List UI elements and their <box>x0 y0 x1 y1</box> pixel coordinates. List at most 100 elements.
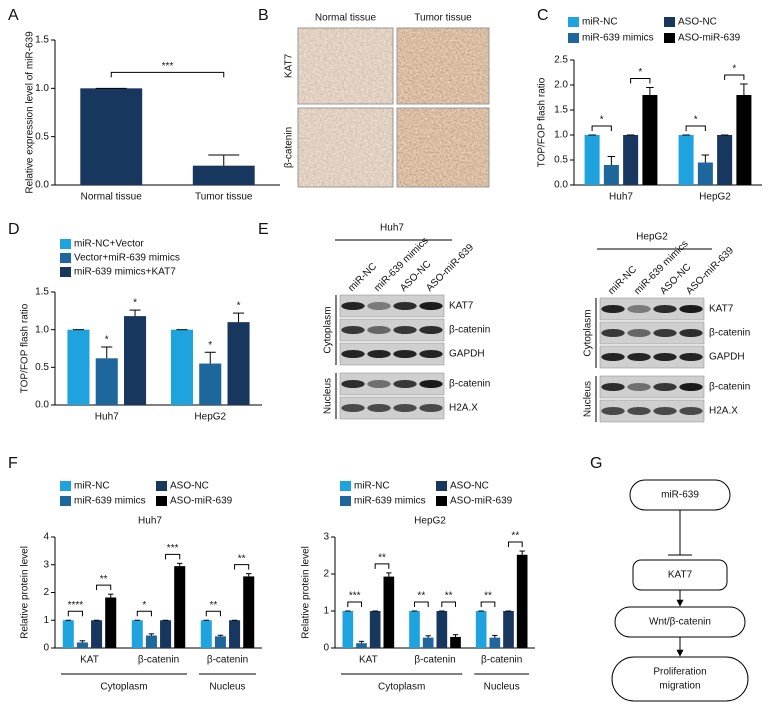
bracket <box>347 601 362 607</box>
blot-band <box>679 305 703 313</box>
annotation: * <box>694 115 698 126</box>
panel-label: F <box>8 455 18 472</box>
bracket <box>630 78 651 84</box>
bar <box>170 329 193 405</box>
blot-band <box>393 350 417 358</box>
column-header: Normal tissue <box>315 13 377 24</box>
bar <box>91 620 103 648</box>
bar <box>409 611 420 648</box>
legend-label: miR-NC <box>74 481 110 492</box>
blot-row-label: KAT7 <box>709 304 734 315</box>
bar <box>192 165 255 185</box>
y-tick-label: 2 <box>323 569 329 580</box>
bar <box>243 576 255 648</box>
blot-row-label: KAT7 <box>449 301 474 312</box>
blot-row-label: H2A.X <box>449 403 478 414</box>
y-tick-label: 0.5 <box>35 362 49 373</box>
image-border <box>396 27 490 105</box>
blot-band <box>393 326 417 334</box>
blot-row-label: β-catenin <box>449 325 490 336</box>
blot-row-label: β-catenin <box>709 328 750 339</box>
y-tick-label: 1 <box>323 606 329 617</box>
panel-label: B <box>258 7 269 24</box>
bracket <box>374 563 390 569</box>
annotation: * <box>600 115 604 126</box>
ihc-image <box>298 28 393 104</box>
bar <box>342 611 354 648</box>
annotation: *** <box>167 543 179 554</box>
y-tick-label: 1.0 <box>35 324 49 335</box>
bar <box>489 637 501 648</box>
blot-band <box>653 329 677 337</box>
legend-label: miR-639 mimics <box>74 496 146 507</box>
y-tick-label: 0.0 <box>35 180 49 191</box>
bracket <box>441 601 456 607</box>
blot-band <box>601 305 625 313</box>
row-header: β-catenin <box>284 127 295 168</box>
bar <box>450 636 461 648</box>
blot-band <box>367 350 391 358</box>
annotation: * <box>105 335 109 346</box>
blot-band <box>393 404 417 412</box>
ihc-image <box>397 108 489 187</box>
blot-band <box>679 407 703 415</box>
legend-swatch <box>340 481 351 491</box>
blot-band <box>367 302 391 310</box>
legend-swatch <box>60 481 71 491</box>
bracket <box>234 564 250 570</box>
legend-label: miR-NC <box>354 481 390 492</box>
bar <box>131 620 143 648</box>
group-label: Nucleus <box>209 682 245 693</box>
legend-label: Vector+miR-639 mimics <box>74 253 180 264</box>
bar <box>95 358 118 405</box>
annotation: * <box>142 600 146 611</box>
annotation: ** <box>378 553 386 564</box>
bracket <box>591 125 612 131</box>
annotation: * <box>638 67 642 78</box>
blot-band <box>419 350 443 358</box>
bar <box>356 643 367 648</box>
bar <box>160 620 172 648</box>
bracket <box>480 601 496 607</box>
blot-band <box>601 383 625 391</box>
blot-strip <box>339 318 445 342</box>
bracket <box>685 125 706 131</box>
annotation: * <box>237 301 241 312</box>
legend-swatch <box>436 496 447 506</box>
diagram-node <box>611 656 749 702</box>
blot-row-label: GAPDH <box>709 352 745 363</box>
y-axis-label: Relative protein level <box>20 546 31 639</box>
blot-band <box>653 353 677 361</box>
bar <box>642 95 658 185</box>
legend-label: ASO-miR-639 <box>170 496 233 507</box>
x-tick-label: HepG2 <box>194 412 226 423</box>
blot-row-label: β-catenin <box>709 382 750 393</box>
annotation: * <box>732 64 736 75</box>
y-tick-label: 3 <box>43 559 49 570</box>
bar <box>227 322 250 405</box>
legend-label: ASO-NC <box>170 481 209 492</box>
blot-strip <box>599 345 705 369</box>
legend-swatch <box>664 33 675 43</box>
annotation: ** <box>511 531 519 542</box>
y-axis-label: TOP/FOP flash ratio <box>20 303 31 393</box>
bar <box>503 611 514 648</box>
blot-row-label: β-catenin <box>449 379 490 390</box>
y-tick-label: 1.0 <box>35 83 49 94</box>
bar <box>623 135 639 185</box>
annotation: ** <box>445 591 453 602</box>
bracket <box>96 584 112 591</box>
image-border <box>297 107 394 188</box>
panel-label: G <box>590 455 602 472</box>
column-header: Tumor tissue <box>414 13 472 24</box>
blot-band <box>653 383 677 391</box>
annotation: *** <box>349 591 361 602</box>
annotation: ** <box>238 553 246 564</box>
x-tick-label: Normal tissue <box>81 192 143 203</box>
y-tick-label: 2.0 <box>554 80 568 91</box>
bar <box>67 329 90 405</box>
blot-band <box>627 305 651 313</box>
y-tick-label: 3 <box>323 532 329 543</box>
bracket <box>414 601 429 607</box>
blot-band <box>679 353 703 361</box>
